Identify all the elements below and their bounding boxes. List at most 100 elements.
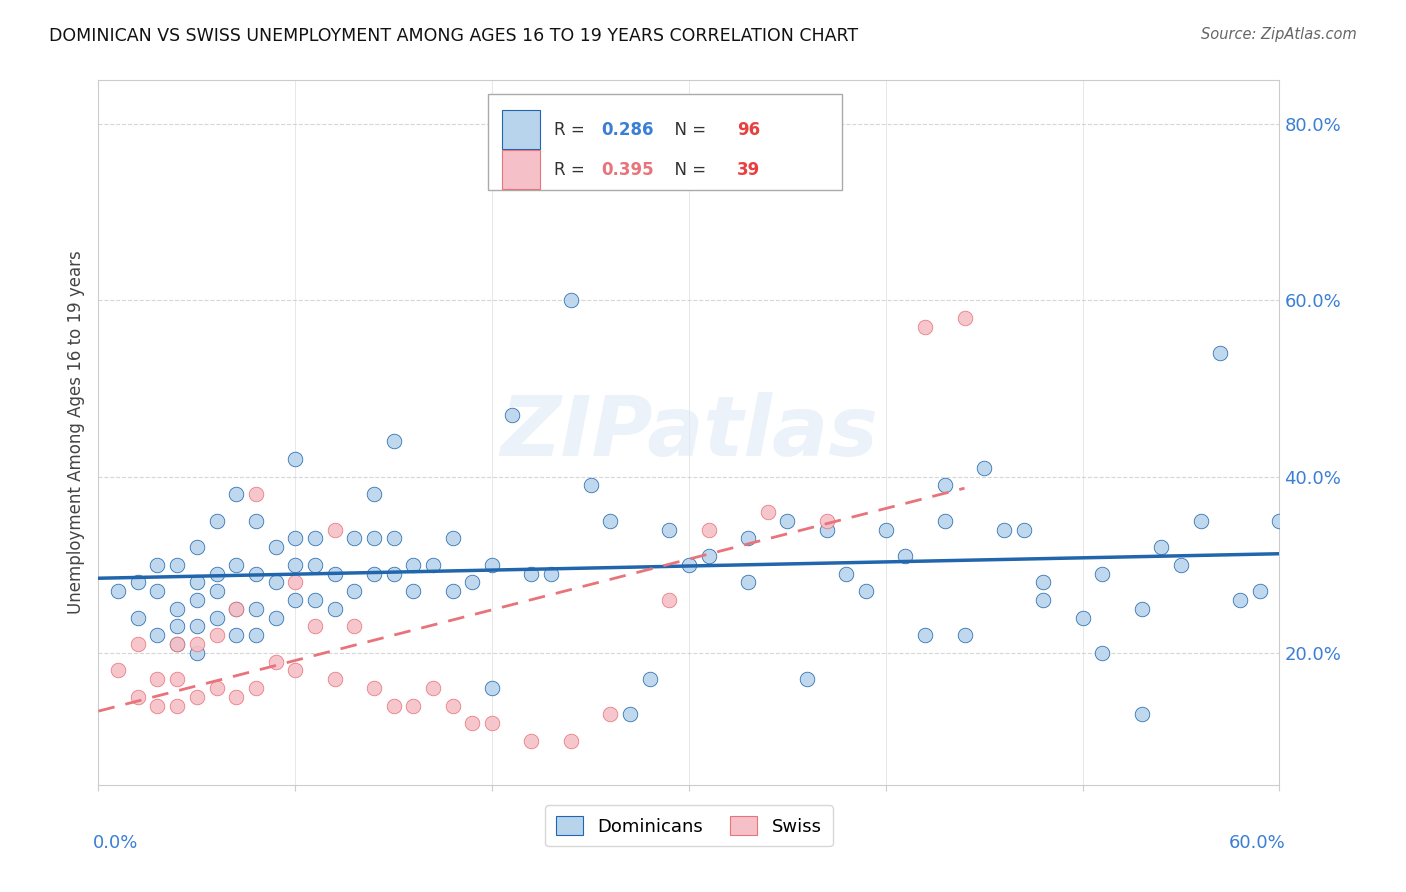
Point xyxy=(225,558,247,572)
Point xyxy=(245,681,267,695)
Text: R =: R = xyxy=(554,161,591,178)
Point xyxy=(737,531,759,545)
Point xyxy=(186,619,208,633)
Text: 0.395: 0.395 xyxy=(602,161,654,178)
Text: 39: 39 xyxy=(737,161,761,178)
Y-axis label: Unemployment Among Ages 16 to 19 years: Unemployment Among Ages 16 to 19 years xyxy=(66,251,84,615)
Point xyxy=(382,698,405,713)
Point xyxy=(304,558,326,572)
Text: ZIPatlas: ZIPatlas xyxy=(501,392,877,473)
Point xyxy=(599,707,621,722)
Point xyxy=(402,558,425,572)
Point xyxy=(993,523,1015,537)
Point xyxy=(520,566,543,581)
Point xyxy=(658,523,681,537)
Point xyxy=(363,681,385,695)
Text: 0.0%: 0.0% xyxy=(93,834,138,852)
Point xyxy=(146,673,169,687)
Point xyxy=(697,523,720,537)
Point xyxy=(1130,601,1153,615)
Point xyxy=(481,681,503,695)
Point xyxy=(1249,584,1271,599)
Point xyxy=(323,601,346,615)
Point xyxy=(835,566,858,581)
Point xyxy=(815,514,838,528)
Point xyxy=(323,566,346,581)
Point xyxy=(461,575,484,590)
Point xyxy=(363,487,385,501)
Point xyxy=(205,610,228,624)
Point xyxy=(363,566,385,581)
Point xyxy=(894,549,917,563)
Point xyxy=(422,558,444,572)
Point xyxy=(166,619,188,633)
Point xyxy=(875,523,897,537)
Point xyxy=(1209,346,1232,360)
Point xyxy=(1071,610,1094,624)
Point xyxy=(422,681,444,695)
Point xyxy=(107,664,129,678)
Point xyxy=(146,558,169,572)
Point xyxy=(186,593,208,607)
Point xyxy=(1268,514,1291,528)
Point xyxy=(166,601,188,615)
Point xyxy=(284,452,307,467)
Point xyxy=(343,619,366,633)
Point xyxy=(304,531,326,545)
Point xyxy=(1189,514,1212,528)
Point xyxy=(284,531,307,545)
Point xyxy=(166,558,188,572)
Point xyxy=(678,558,700,572)
Point xyxy=(579,478,602,492)
Point xyxy=(264,540,287,554)
Bar xyxy=(502,150,540,189)
Text: 60.0%: 60.0% xyxy=(1229,834,1285,852)
Point xyxy=(441,531,464,545)
Point xyxy=(284,593,307,607)
Point xyxy=(264,575,287,590)
Legend: Dominicans, Swiss: Dominicans, Swiss xyxy=(546,805,832,847)
Point xyxy=(402,584,425,599)
Point xyxy=(146,628,169,642)
Point xyxy=(245,514,267,528)
Point xyxy=(225,628,247,642)
Point xyxy=(382,531,405,545)
Point xyxy=(776,514,799,528)
Point xyxy=(304,619,326,633)
Point xyxy=(343,584,366,599)
Point xyxy=(481,558,503,572)
Point xyxy=(461,716,484,731)
Point xyxy=(1091,566,1114,581)
Point xyxy=(441,584,464,599)
Point xyxy=(1032,593,1054,607)
Point xyxy=(205,628,228,642)
Point xyxy=(225,487,247,501)
Text: Source: ZipAtlas.com: Source: ZipAtlas.com xyxy=(1201,27,1357,42)
Point xyxy=(146,698,169,713)
Text: R =: R = xyxy=(554,120,591,138)
Point xyxy=(146,584,169,599)
Point xyxy=(560,293,582,308)
Point xyxy=(245,628,267,642)
FancyBboxPatch shape xyxy=(488,95,842,189)
Point xyxy=(441,698,464,713)
Point xyxy=(796,673,818,687)
Point xyxy=(205,681,228,695)
Point xyxy=(264,655,287,669)
Point xyxy=(127,690,149,704)
Point xyxy=(166,637,188,651)
Point xyxy=(363,531,385,545)
Text: N =: N = xyxy=(664,120,711,138)
Point xyxy=(520,734,543,748)
Point xyxy=(186,690,208,704)
Point xyxy=(186,575,208,590)
Point xyxy=(1032,575,1054,590)
Point xyxy=(953,311,976,326)
Point xyxy=(127,575,149,590)
Point xyxy=(658,593,681,607)
Point xyxy=(343,531,366,545)
Point xyxy=(225,690,247,704)
Point xyxy=(284,664,307,678)
Point xyxy=(855,584,877,599)
Point xyxy=(186,540,208,554)
